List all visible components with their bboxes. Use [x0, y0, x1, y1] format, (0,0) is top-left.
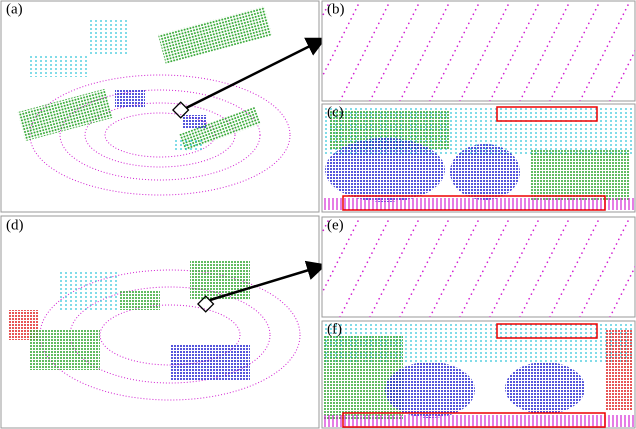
- panel-frame: [322, 217, 635, 317]
- ground: [323, 415, 634, 427]
- panel-f: (f): [322, 321, 635, 428]
- panel-frame: [322, 1, 635, 101]
- car: [505, 362, 585, 414]
- panel-label: (f): [327, 322, 342, 338]
- panel-d: (d): [1, 216, 322, 428]
- car: [385, 362, 475, 418]
- figure: (a) (b) (c) (d): [0, 0, 636, 429]
- panel-label: (b): [327, 2, 345, 18]
- panel-label: (c): [327, 105, 344, 121]
- building: [90, 20, 130, 55]
- car: [175, 140, 205, 152]
- panel-label: (d): [6, 218, 24, 234]
- points: [530, 150, 630, 200]
- car: [182, 115, 207, 129]
- car: [450, 144, 520, 200]
- building: [30, 55, 90, 77]
- panel-c: (c): [322, 104, 635, 212]
- building: [60, 270, 120, 310]
- car: [170, 345, 250, 380]
- vegetation: [120, 290, 160, 310]
- ground: [323, 198, 634, 210]
- car: [115, 90, 145, 108]
- panel-label: (e): [327, 218, 344, 234]
- panel-a: (a): [1, 1, 322, 212]
- vegetation: [190, 260, 250, 300]
- panel-e: (e): [280, 217, 636, 317]
- panel-label: (a): [6, 2, 23, 18]
- car: [325, 138, 445, 202]
- object: [605, 330, 633, 410]
- vegetation: [30, 330, 100, 370]
- blind-spot: [125, 308, 215, 348]
- panel-b: (b): [280, 1, 636, 101]
